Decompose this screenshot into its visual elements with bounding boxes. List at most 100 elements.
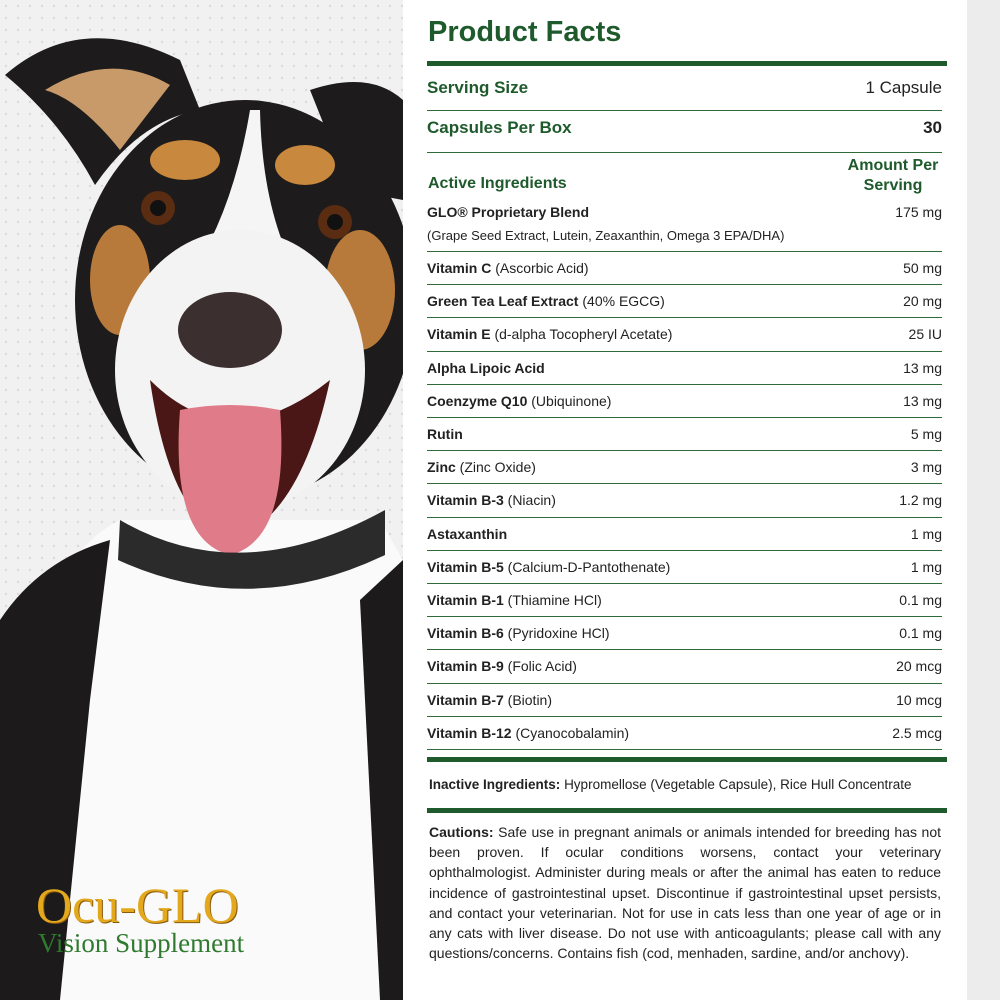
ingredient-name: Astaxanthin	[427, 525, 508, 542]
ingredient-line: Vitamin B-7 (Biotin)	[427, 692, 552, 708]
ingredient-detail: (Niacin)	[507, 492, 556, 509]
ingredient-row: Vitamin B-6 (Pyridoxine HCl) 0.1 mg	[427, 617, 942, 651]
ingredient-row: Vitamin B-5 (Calcium-D-Pantothenate) 1 mg	[427, 551, 942, 584]
brand-tagline: Vision Supplement	[38, 928, 245, 958]
serving-row: Serving Size 1 Capsule	[427, 78, 942, 111]
ingredient-line: Vitamin B-12 (Cyanocobalamin)	[427, 725, 629, 741]
ingredient-line: Zinc (Zinc Oxide)	[427, 459, 536, 475]
rule	[427, 61, 947, 66]
facts-title: Product Facts	[428, 16, 622, 48]
ingredient-name: Vitamin C	[427, 260, 492, 276]
ingredient-name: Vitamin E	[427, 326, 491, 343]
ingredient-amount: 175 mg	[895, 204, 942, 220]
serving-value: 1 Capsule	[865, 78, 942, 97]
ingredient-row: Vitamin B-1 (Thiamine HCl) 0.1 mg	[427, 584, 942, 618]
ingredient-amount: 3 mg	[910, 459, 942, 476]
ingredient-row: Vitamin B-12 (Cyanocobalamin) 2.5 mcg	[427, 717, 942, 750]
rule	[427, 808, 947, 813]
rule	[427, 757, 947, 762]
cautions-label: Cautions:	[429, 824, 494, 840]
brand-name: Ocu-GLO	[36, 877, 239, 933]
capsules-row: Capsules Per Box 30	[427, 118, 942, 153]
ingredient-row: Vitamin B-3 (Niacin) 1.2 mg	[427, 484, 942, 518]
ingredient-name: Vitamin B-9	[427, 658, 504, 675]
ingredient-name: Vitamin B-1	[427, 592, 504, 608]
ingredient-row: Astaxanthin 1 mg	[427, 518, 942, 551]
inactive-label: Inactive Ingredients:	[429, 777, 561, 792]
ingredient-line: Vitamin B-3 (Niacin)	[427, 492, 556, 508]
ingredients-header: Active Ingredients	[428, 175, 567, 192]
inactive: Inactive Ingredients: Hypromellose (Vege…	[429, 777, 911, 792]
ingredient-amount: 13 mg	[903, 359, 942, 376]
ingredient-detail: (Pyridoxine HCl)	[507, 625, 610, 642]
ingredient-name: Vitamin B-6	[427, 625, 504, 642]
ingredient-detail: (Ubiquinone)	[531, 392, 612, 409]
amount-header: Amount Per Serving	[847, 157, 939, 194]
ingredient-detail: (Ascorbic Acid)	[495, 260, 589, 276]
ingredient-amount: 25 IU	[908, 326, 942, 343]
ingredient-name: Rutin	[427, 426, 463, 442]
inactive-text: Hypromellose (Vegetable Capsule), Rice H…	[564, 777, 912, 792]
ingredient-amount: 13 mg	[903, 392, 942, 409]
ingredient-amount: 10 mcg	[896, 691, 942, 708]
ingredient-detail: (Calcium-D-Pantothenate)	[507, 558, 671, 575]
ingredient-row: Vitamin B-7 (Biotin) 10 mcg	[427, 684, 942, 717]
ingredient-line: Vitamin E (d-alpha Tocopheryl Acetate)	[427, 326, 672, 342]
ingredient-line: Rutin	[427, 426, 463, 442]
serving-label: Serving Size	[427, 78, 529, 97]
ingredient-row: Rutin 5 mg	[427, 418, 942, 452]
ingredient-name: Coenzyme Q10	[427, 392, 528, 409]
ingredient-row: Vitamin B-9 (Folic Acid) 20 mcg	[427, 650, 942, 684]
ingredient-name: Alpha Lipoic Acid	[427, 359, 545, 376]
ingredient-amount: 20 mg	[903, 293, 942, 310]
ingredient-detail: (Thiamine HCl)	[507, 592, 602, 608]
ingredient-amount: 1 mg	[910, 558, 942, 575]
ingredient-line: Vitamin B-1 (Thiamine HCl)	[427, 592, 602, 608]
ingredient-line: Astaxanthin	[427, 526, 507, 542]
ingredient-detail: (Grape Seed Extract, Lutein, Zeaxanthin,…	[427, 228, 785, 243]
ingredient-row: Green Tea Leaf Extract (40% EGCG) 20 mg	[427, 285, 942, 319]
facts-panel	[403, 0, 967, 1000]
ingredient-line: Coenzyme Q10 (Ubiquinone)	[427, 393, 611, 409]
ingredient-row: GLO® Proprietary Blend (Grape Seed Extrac…	[427, 200, 942, 252]
ingredient-amount: 20 mcg	[896, 658, 942, 675]
ingredient-detail: (40% EGCG)	[582, 293, 665, 310]
ingredient-amount: 1 mg	[910, 525, 942, 542]
ingredient-row: Alpha Lipoic Acid 13 mg	[427, 352, 942, 385]
ingredient-detail: (Folic Acid)	[507, 658, 577, 675]
ingredient-amount: 0.1 mg	[899, 625, 942, 642]
ingredient-amount: 5 mg	[910, 426, 942, 442]
ingredient-name: GLO® Proprietary Blend	[427, 204, 590, 220]
ingredient-row: Vitamin C (Ascorbic Acid) 50 mg	[427, 252, 942, 286]
ingredient-detail: (Zinc Oxide)	[459, 459, 536, 476]
ingredient-name: Vitamin B-5	[427, 558, 504, 575]
ingredient-detail: (Cyanocobalamin)	[515, 724, 630, 741]
cautions: Cautions: Safe use in pregnant animals o…	[429, 822, 941, 963]
ingredient-name: Vitamin B-3	[427, 492, 504, 509]
ingredient-row: Zinc (Zinc Oxide) 3 mg	[427, 451, 942, 485]
ingredient-detail: (Biotin)	[507, 691, 553, 708]
ingredient-line: Alpha Lipoic Acid	[427, 360, 545, 376]
capsules-value: 30	[923, 118, 942, 137]
ingredient-name: Zinc	[427, 459, 456, 476]
ingredient-name: Vitamin B-12	[427, 724, 512, 741]
ingredient-name: Vitamin B-7	[427, 691, 504, 708]
ingredient-amount: 1.2 mg	[899, 492, 942, 509]
dog-photo	[0, 0, 403, 1000]
ingredient-line: Green Tea Leaf Extract (40% EGCG)	[427, 293, 665, 309]
cautions-text: Safe use in pregnant animals or animals …	[429, 824, 942, 962]
ingredient-amount: 50 mg	[903, 260, 942, 276]
ingredient-line: Vitamin B-6 (Pyridoxine HCl)	[427, 625, 610, 641]
ingredient-detail: (d-alpha Tocopheryl Acetate)	[494, 326, 673, 343]
ingredient-line: GLO® Proprietary Blend	[427, 204, 589, 220]
ingredient-row: Vitamin E (d-alpha Tocopheryl Acetate) 25…	[427, 318, 942, 352]
ingredient-name: Green Tea Leaf Extract	[427, 293, 579, 310]
ingredient-line: Vitamin B-9 (Folic Acid)	[427, 658, 577, 674]
ingredient-amount: 0.1 mg	[899, 592, 942, 608]
capsules-label: Capsules Per Box	[427, 118, 572, 137]
ingredient-line: Vitamin B-5 (Calcium-D-Pantothenate)	[427, 559, 670, 575]
ingredient-row: Coenzyme Q10 (Ubiquinone) 13 mg	[427, 385, 942, 418]
ingredient-line: Vitamin C (Ascorbic Acid)	[427, 260, 589, 276]
ingredient-amount: 2.5 mcg	[892, 724, 942, 741]
